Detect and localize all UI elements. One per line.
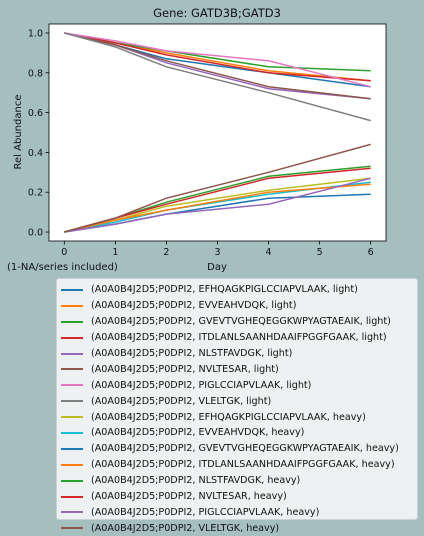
y-tick-label: 0.0: [28, 228, 43, 239]
x-tick-label: 4: [266, 247, 272, 258]
plot-area: [48, 23, 387, 242]
legend-swatch: [61, 320, 83, 323]
legend-label: (A0A0B4J2D5;P0DPI2, NLSTFAVDGK, heavy): [91, 475, 301, 487]
legend-label: (A0A0B4J2D5;P0DPI2, EFHQAGKPIGLCCIAPVLAA…: [91, 411, 366, 423]
series-line-12: [64, 183, 371, 233]
legend-swatch: [61, 304, 83, 307]
series-line-15: [64, 177, 371, 233]
series-line-7: [64, 32, 371, 88]
legend-label: (A0A0B4J2D5;P0DPI2, EFHQAGKPIGLCCIAPVLAA…: [91, 284, 358, 296]
legend-swatch: [61, 431, 83, 434]
y-tick-label: 0.4: [28, 148, 43, 159]
legend-item: (A0A0B4J2D5;P0DPI2, NLSTFAVDGK, heavy): [61, 473, 417, 489]
legend-item: (A0A0B4J2D5;P0DPI2, ITDLANLSAANHDAAIFPGG…: [61, 330, 417, 346]
legend-label: (A0A0B4J2D5;P0DPI2, VLELTGK, light): [91, 395, 272, 407]
legend-swatch: [61, 400, 83, 403]
legend-label: (A0A0B4J2D5;P0DPI2, EVVEAHVDQK, heavy): [91, 427, 305, 439]
y-tick-label: 1.0: [28, 28, 43, 39]
legend-swatch: [61, 336, 83, 339]
legend: (A0A0B4J2D5;P0DPI2, EFHQAGKPIGLCCIAPVLAA…: [56, 278, 418, 534]
legend-swatch: [61, 479, 83, 482]
legend-item: (A0A0B4J2D5;P0DPI2, PIGLCCIAPVLAAK, ligh…: [61, 377, 417, 393]
legend-swatch: [61, 352, 83, 355]
legend-swatch: [61, 416, 83, 419]
legend-item: (A0A0B4J2D5;P0DPI2, VLELTGK, heavy): [61, 520, 417, 536]
legend-swatch: [61, 463, 83, 466]
series-line-8: [64, 32, 371, 122]
y-tick-label: 0.8: [28, 68, 43, 79]
legend-swatch: [61, 288, 83, 291]
x-tick-label: 2: [163, 247, 169, 258]
x-axis-label: Day: [207, 262, 227, 273]
legend-swatch: [61, 495, 83, 498]
series-line-16: [64, 143, 371, 233]
legend-label: (A0A0B4J2D5;P0DPI2, NVLTESAR, light): [91, 363, 279, 375]
legend-swatch: [61, 447, 83, 450]
legend-item: (A0A0B4J2D5;P0DPI2, GVEVTVGHEQEGGKWPYAGT…: [61, 441, 417, 457]
legend-swatch: [61, 384, 83, 387]
legend-swatch: [61, 511, 83, 514]
legend-label: (A0A0B4J2D5;P0DPI2, PIGLCCIAPVLAAK, ligh…: [91, 379, 312, 391]
legend-label: (A0A0B4J2D5;P0DPI2, NLSTFAVDGK, light): [91, 348, 293, 359]
x-tick-label: 6: [368, 247, 374, 258]
legend-item: (A0A0B4J2D5;P0DPI2, EFHQAGKPIGLCCIAPVLAA…: [61, 282, 417, 298]
legend-item: (A0A0B4J2D5;P0DPI2, NVLTESAR, light): [61, 361, 417, 377]
legend-label: (A0A0B4J2D5;P0DPI2, ITDLANLSAANHDAAIFPGG…: [91, 332, 387, 344]
legend-item: (A0A0B4J2D5;P0DPI2, PIGLCCIAPVLAAK, heav…: [61, 504, 417, 520]
x-tick-label: 3: [214, 247, 220, 258]
legend-item: (A0A0B4J2D5;P0DPI2, EVVEAHVDQK, heavy): [61, 425, 417, 441]
x-tick-label: 5: [317, 247, 323, 258]
legend-label: (A0A0B4J2D5;P0DPI2, PIGLCCIAPVLAAK, heav…: [91, 506, 320, 518]
y-axis-ticks: 0.0 0.2 0.4 0.6 0.8 1.0: [28, 28, 49, 239]
legend-swatch: [61, 368, 83, 371]
y-tick-label: 0.6: [28, 108, 43, 119]
legend-item: (A0A0B4J2D5;P0DPI2, EFHQAGKPIGLCCIAPVLAA…: [61, 409, 417, 425]
series-lines: [64, 32, 371, 233]
chart-title: Gene: GATD3B;GATD3: [153, 6, 281, 20]
legend-item: (A0A0B4J2D5;P0DPI2, VLELTGK, light): [61, 393, 417, 409]
footnote: (1-NA/series included): [7, 262, 118, 273]
y-tick-label: 0.2: [28, 188, 43, 199]
series-line-4: [64, 32, 371, 82]
legend-item: (A0A0B4J2D5;P0DPI2, GVEVTVGHEQEGGKWPYAGT…: [61, 314, 417, 330]
legend-label: (A0A0B4J2D5;P0DPI2, NVLTESAR, heavy): [91, 491, 287, 503]
x-axis-ticks: 0 1 2 3 4 5 6: [61, 241, 374, 258]
x-tick-label: 0: [61, 247, 67, 258]
legend-label: (A0A0B4J2D5;P0DPI2, EVVEAHVDQK, light): [91, 300, 297, 312]
legend-item: (A0A0B4J2D5;P0DPI2, NLSTFAVDGK, light): [61, 346, 417, 362]
legend-item: (A0A0B4J2D5;P0DPI2, NVLTESAR, heavy): [61, 489, 417, 505]
y-axis-label: Rel Abundance: [13, 95, 24, 170]
legend-item: (A0A0B4J2D5;P0DPI2, ITDLANLSAANHDAAIFPGG…: [61, 457, 417, 473]
legend-label: (A0A0B4J2D5;P0DPI2, GVEVTVGHEQEGGKWPYAGT…: [91, 316, 391, 328]
x-tick-label: 1: [112, 247, 118, 258]
legend-item: (A0A0B4J2D5;P0DPI2, EVVEAHVDQK, light): [61, 298, 417, 314]
legend-label: (A0A0B4J2D5;P0DPI2, ITDLANLSAANHDAAIFPGG…: [91, 459, 395, 471]
legend-label: (A0A0B4J2D5;P0DPI2, GVEVTVGHEQEGGKWPYAGT…: [91, 443, 399, 455]
series-line-6: [64, 32, 371, 100]
legend-label: (A0A0B4J2D5;P0DPI2, VLELTGK, heavy): [91, 522, 280, 534]
